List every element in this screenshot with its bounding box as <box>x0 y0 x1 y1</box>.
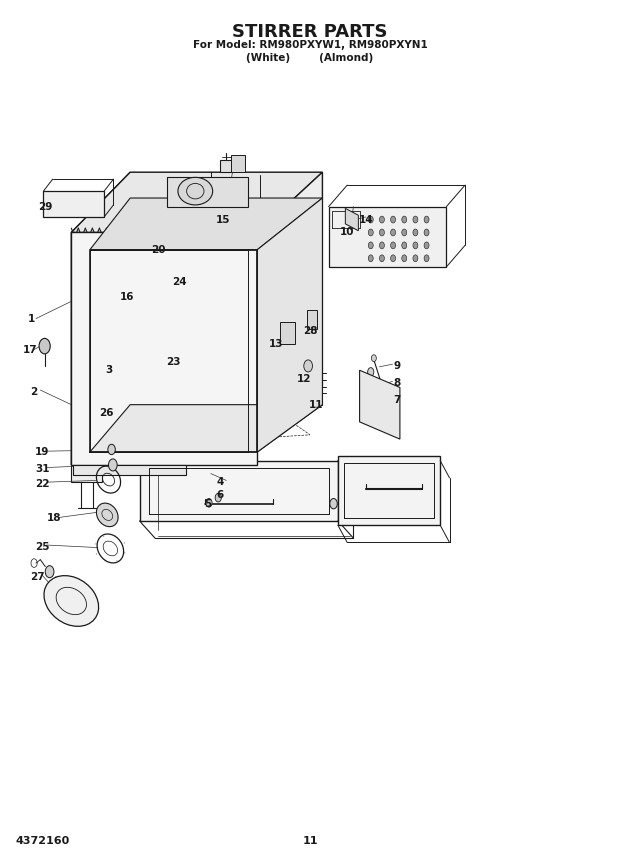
Circle shape <box>304 360 312 372</box>
Text: 23: 23 <box>166 356 181 367</box>
Polygon shape <box>140 461 338 521</box>
Text: 6: 6 <box>216 490 224 500</box>
Text: 2: 2 <box>30 387 38 397</box>
Text: 24: 24 <box>172 277 187 288</box>
Polygon shape <box>329 207 446 267</box>
Circle shape <box>413 229 418 236</box>
Circle shape <box>371 355 376 362</box>
Text: 25: 25 <box>35 542 50 552</box>
Text: 22: 22 <box>35 479 50 489</box>
Polygon shape <box>90 405 322 452</box>
Text: 7: 7 <box>393 395 401 406</box>
Polygon shape <box>345 208 358 231</box>
Circle shape <box>379 242 384 249</box>
Text: 31: 31 <box>35 464 50 474</box>
Polygon shape <box>280 322 294 344</box>
Text: 3: 3 <box>105 365 112 375</box>
Text: 29: 29 <box>38 201 53 212</box>
Circle shape <box>402 216 407 223</box>
Text: 11: 11 <box>309 400 324 410</box>
Text: eReplacementParts.com: eReplacementParts.com <box>229 481 366 492</box>
Circle shape <box>402 242 407 249</box>
Text: 15: 15 <box>216 214 231 225</box>
Text: 5: 5 <box>204 499 211 509</box>
Polygon shape <box>257 198 322 452</box>
Circle shape <box>413 242 418 249</box>
Circle shape <box>391 216 396 223</box>
Text: 8: 8 <box>393 378 401 388</box>
Circle shape <box>413 255 418 262</box>
Circle shape <box>424 216 429 223</box>
Polygon shape <box>90 198 322 250</box>
Circle shape <box>330 499 337 509</box>
Ellipse shape <box>178 177 213 205</box>
Circle shape <box>402 255 407 262</box>
Polygon shape <box>130 172 322 405</box>
Circle shape <box>215 493 221 502</box>
Polygon shape <box>71 172 322 232</box>
Text: 9: 9 <box>393 361 401 371</box>
Text: 1: 1 <box>27 313 35 324</box>
Polygon shape <box>167 177 248 207</box>
Polygon shape <box>71 172 130 465</box>
Text: 20: 20 <box>151 245 166 255</box>
Circle shape <box>39 338 50 354</box>
Text: 27: 27 <box>30 572 45 582</box>
Circle shape <box>368 368 374 376</box>
Text: 13: 13 <box>268 339 283 350</box>
Circle shape <box>379 216 384 223</box>
Circle shape <box>391 229 396 236</box>
Text: 16: 16 <box>120 292 135 302</box>
Text: 4372160: 4372160 <box>16 835 69 846</box>
Circle shape <box>108 444 115 455</box>
Text: For Model: RM980PXYW1, RM980PXYN1: For Model: RM980PXYW1, RM980PXYN1 <box>193 40 427 51</box>
Circle shape <box>45 566 54 578</box>
Circle shape <box>424 255 429 262</box>
Polygon shape <box>257 172 322 448</box>
Circle shape <box>424 242 429 249</box>
Text: 14: 14 <box>358 214 373 225</box>
Text: STIRRER PARTS: STIRRER PARTS <box>232 23 388 41</box>
Polygon shape <box>71 461 102 482</box>
Circle shape <box>391 242 396 249</box>
Text: 17: 17 <box>22 345 37 356</box>
Text: 18: 18 <box>47 513 62 523</box>
Circle shape <box>206 499 212 507</box>
Ellipse shape <box>97 503 118 527</box>
Polygon shape <box>43 191 104 217</box>
Text: 10: 10 <box>340 227 355 238</box>
Circle shape <box>368 242 373 249</box>
Polygon shape <box>71 232 257 465</box>
Circle shape <box>379 255 384 262</box>
Polygon shape <box>220 160 234 172</box>
Circle shape <box>368 216 373 223</box>
Circle shape <box>424 229 429 236</box>
Circle shape <box>368 255 373 262</box>
Ellipse shape <box>44 576 99 626</box>
Polygon shape <box>73 465 186 475</box>
Text: 26: 26 <box>99 408 114 418</box>
Circle shape <box>402 229 407 236</box>
Text: 12: 12 <box>296 374 311 384</box>
Text: 4: 4 <box>216 477 224 487</box>
Polygon shape <box>338 456 440 525</box>
Circle shape <box>379 229 384 236</box>
Text: (White)        (Almond): (White) (Almond) <box>246 53 374 64</box>
Polygon shape <box>360 370 400 439</box>
Text: 11: 11 <box>303 835 317 846</box>
Circle shape <box>368 229 373 236</box>
Polygon shape <box>307 310 317 329</box>
Text: 19: 19 <box>35 447 50 457</box>
Text: 28: 28 <box>303 326 317 337</box>
Polygon shape <box>231 155 245 172</box>
Circle shape <box>391 255 396 262</box>
Circle shape <box>108 459 117 471</box>
Circle shape <box>413 216 418 223</box>
